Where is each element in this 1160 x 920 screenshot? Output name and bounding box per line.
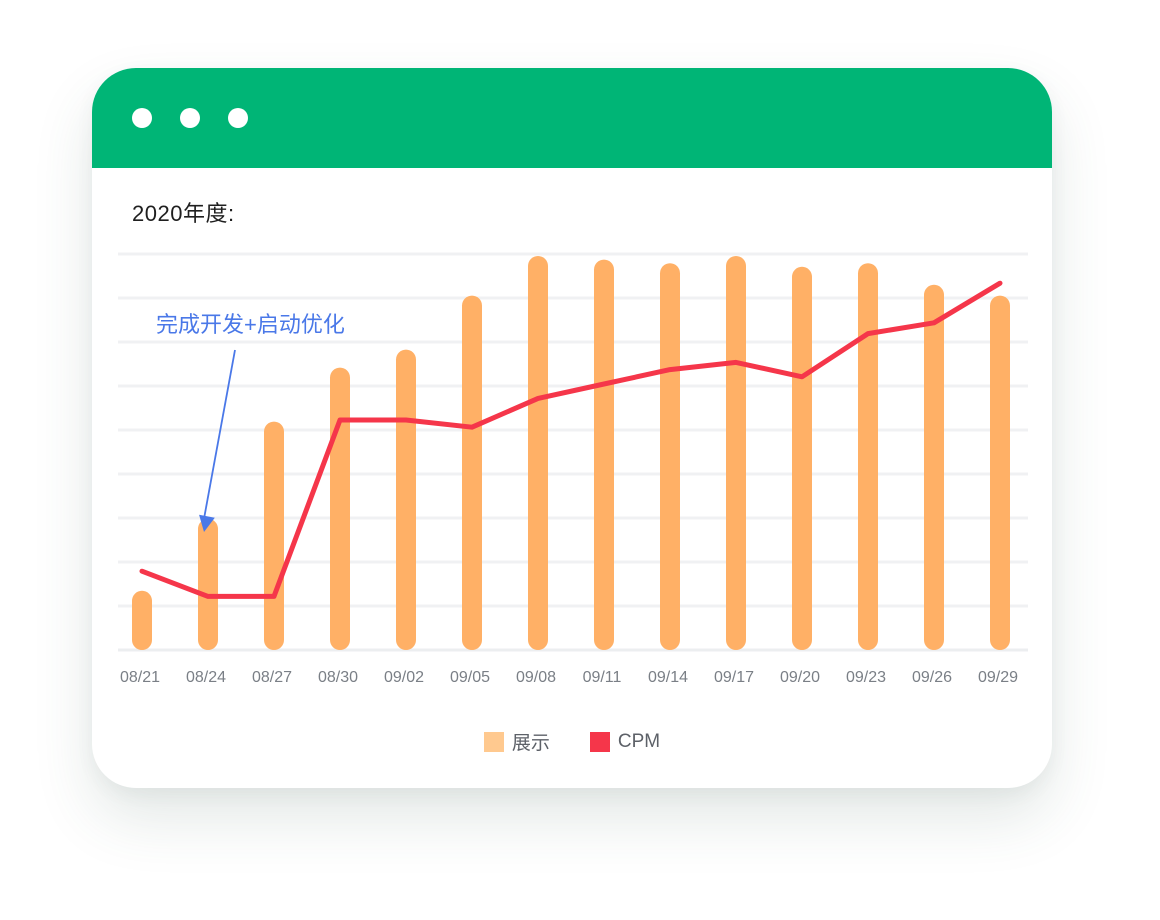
x-axis-labels: 08/21 08/24 08/27 08/30 09/02 09/05 09/08 09/11… xyxy=(120,669,1018,686)
title-bar xyxy=(92,68,1052,168)
x-tick-label: 09/26 xyxy=(912,669,952,686)
annotation-arrow-head-icon xyxy=(199,514,215,532)
x-tick-label: 09/20 xyxy=(780,669,820,686)
legend-swatch-line xyxy=(589,731,610,752)
x-tick-label: 08/21 xyxy=(120,669,160,686)
x-tick-label: 09/14 xyxy=(648,669,688,686)
legend-item-bars[interactable]: 展示 xyxy=(483,728,550,755)
x-tick-label: 09/02 xyxy=(384,669,424,686)
legend: 展示 CPM xyxy=(92,728,1052,755)
chart-title: 2020年度: xyxy=(132,201,235,226)
x-tick-label: 09/23 xyxy=(846,669,886,686)
cpm-line xyxy=(139,280,1003,599)
x-tick-label: 09/17 xyxy=(714,669,754,686)
x-tick-label: 09/05 xyxy=(450,669,490,686)
annotation-text: 完成开发+启动优化 xyxy=(156,312,345,337)
annotation-arrow-shaft xyxy=(203,349,236,517)
legend-label-line: CPM xyxy=(617,730,661,752)
x-tick-label: 08/24 xyxy=(186,669,226,686)
window-dot-icon xyxy=(180,108,200,128)
x-tick-label: 09/11 xyxy=(583,669,622,686)
legend-item-line[interactable]: CPM xyxy=(589,728,661,755)
x-tick-label: 08/30 xyxy=(318,669,358,686)
x-tick-label: 09/08 xyxy=(516,669,556,686)
combo-chart: 08/21 08/24 08/27 08/30 09/02 09/05 09/08 09/11… xyxy=(118,252,1028,686)
bar-series xyxy=(132,256,1010,650)
window-dot-icon xyxy=(132,108,152,128)
legend-label-bars: 展示 xyxy=(511,733,550,754)
annotation-group: 完成开发+启动优化 xyxy=(156,312,345,532)
legend-swatch-bars xyxy=(483,731,504,752)
x-tick-label: 09/29 xyxy=(978,669,1018,686)
x-tick-label: 08/27 xyxy=(252,669,292,686)
window-dot-icon xyxy=(228,108,248,128)
line-series xyxy=(139,280,1003,599)
chart-window: 2020年度: 08/21 08/24 08/27 08/30 09/02 09/05 09… xyxy=(92,68,1052,788)
